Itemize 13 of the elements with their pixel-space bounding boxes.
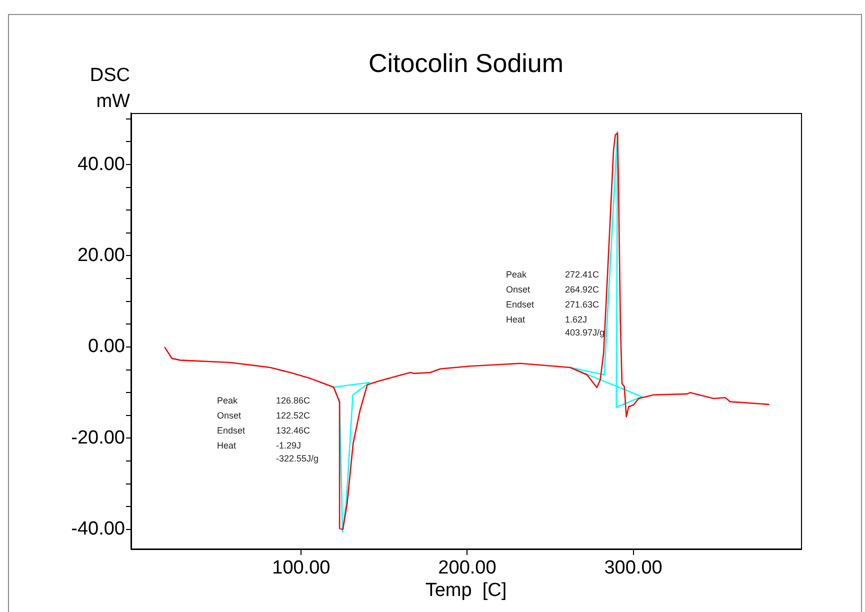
x-tick-label: 300.00 bbox=[604, 558, 662, 579]
y-tick-label: -40.00 bbox=[71, 518, 125, 540]
y-tick-label: 40.00 bbox=[77, 154, 125, 175]
text: Peak 126.86C Onset 122.52C Endset 132.46C Heat -1.29J -322.55J/g bbox=[217, 395, 319, 464]
y-tick-label: 0.00 bbox=[88, 336, 125, 358]
x-axis-title: Temp [C] bbox=[425, 580, 507, 601]
y-axis-title: DSC mW bbox=[90, 65, 130, 112]
y-tick-label: -20.00 bbox=[71, 427, 125, 448]
x-tick-label: 200.00 bbox=[438, 558, 496, 579]
x-tick-label: 100.00 bbox=[272, 558, 330, 579]
text: Peak 272.41C Onset 264.92C Endset 271.63C Heat 1.62J 403.97J/g bbox=[506, 269, 605, 338]
y-tick-label: 20.00 bbox=[77, 244, 125, 266]
chart-title: Citocolin Sodium bbox=[368, 48, 564, 78]
